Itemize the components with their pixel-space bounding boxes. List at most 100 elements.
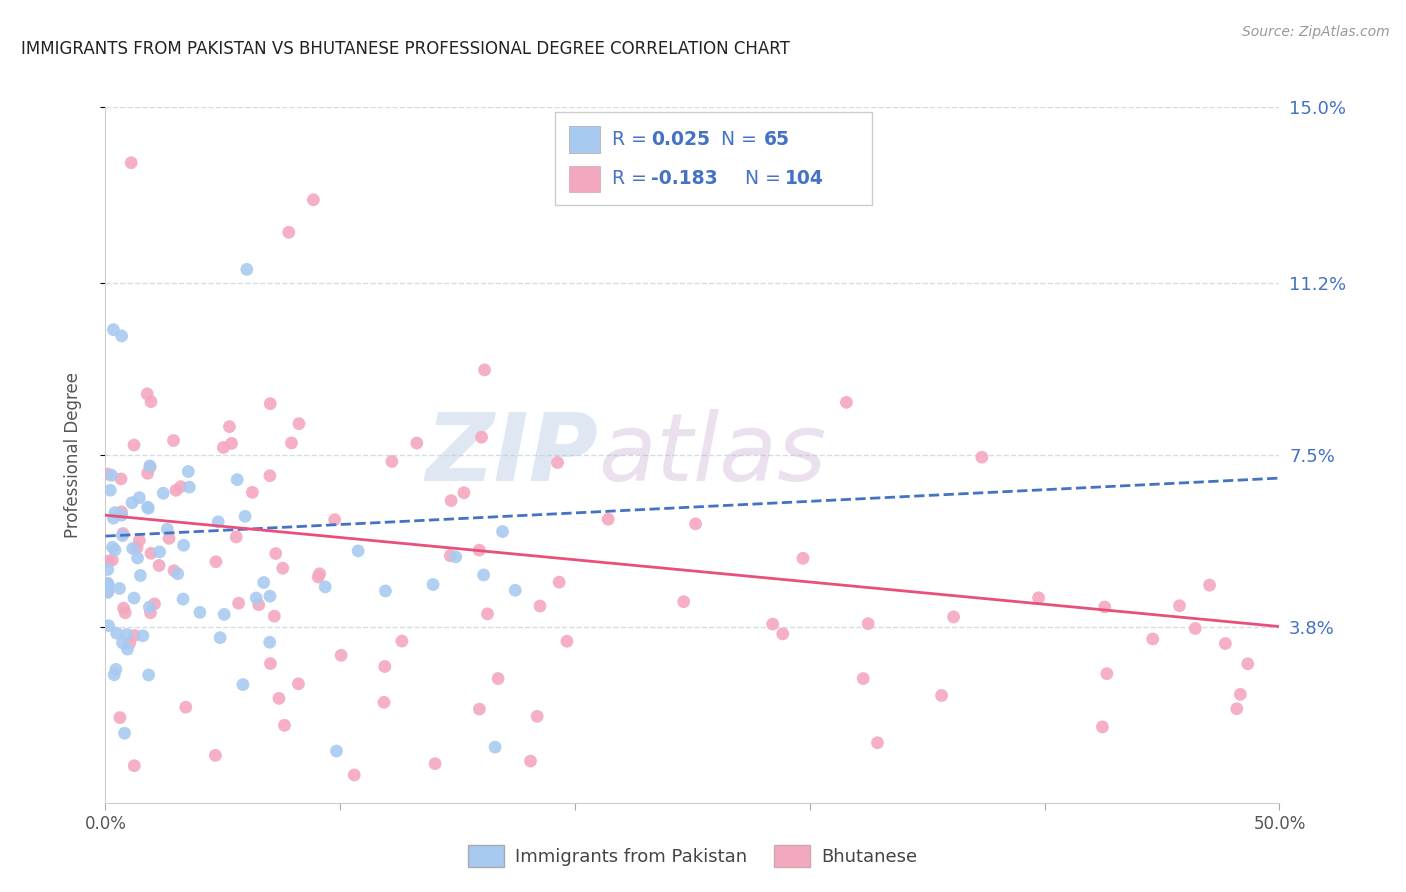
Point (143, 597, 166, 611)
Point (330, 648, 353, 663)
Point (314, 580, 336, 594)
Point (112, 601, 135, 615)
Point (204, 748, 226, 763)
Point (148, 558, 170, 573)
Point (104, 662, 127, 676)
Point (129, 568, 152, 582)
Point (97, 467, 120, 481)
Point (405, 436, 427, 450)
Point (486, 672, 509, 686)
Point (209, 631, 232, 645)
Point (132, 629, 155, 643)
Point (288, 417, 311, 431)
Point (1028, 591, 1050, 605)
Point (391, 634, 413, 648)
Point (302, 193, 325, 207)
Point (866, 736, 889, 750)
Point (111, 329, 134, 343)
Point (97, 578, 120, 592)
Legend: Immigrants from Pakistan, Bhutanese: Immigrants from Pakistan, Bhutanese (461, 838, 924, 874)
Point (98, 483, 121, 498)
Point (111, 529, 134, 543)
Point (124, 628, 146, 642)
Point (115, 627, 138, 641)
Text: atlas: atlas (599, 409, 827, 500)
Point (97, 618, 120, 632)
Point (103, 511, 125, 525)
Point (1142, 632, 1164, 646)
Point (104, 543, 127, 558)
Point (477, 607, 499, 621)
Point (762, 617, 785, 632)
Point (555, 634, 578, 648)
Point (221, 436, 243, 450)
Point (117, 642, 139, 657)
Point (423, 756, 446, 771)
Point (118, 636, 141, 650)
Point (157, 532, 180, 546)
Point (453, 485, 475, 500)
Point (308, 566, 330, 581)
Point (103, 323, 125, 337)
Point (772, 627, 794, 641)
Point (347, 544, 370, 558)
Point (122, 438, 145, 452)
Point (177, 465, 200, 479)
Point (548, 575, 571, 590)
Point (233, 509, 256, 524)
Point (111, 636, 134, 650)
Text: IMMIGRANTS FROM PAKISTAN VS BHUTANESE PROFESSIONAL DEGREE CORRELATION CHART: IMMIGRANTS FROM PAKISTAN VS BHUTANESE PR… (21, 40, 790, 58)
Point (149, 545, 172, 559)
Point (325, 744, 347, 758)
Point (212, 607, 235, 622)
Text: 104: 104 (785, 169, 824, 188)
Point (188, 606, 211, 620)
Point (323, 513, 346, 527)
Point (128, 533, 150, 548)
Point (139, 394, 162, 409)
Point (156, 522, 179, 536)
Point (685, 516, 707, 531)
Point (108, 582, 131, 596)
Point (526, 709, 548, 723)
Point (112, 526, 135, 541)
Point (125, 541, 148, 555)
Point (170, 480, 193, 494)
Point (1091, 720, 1114, 734)
Point (247, 598, 270, 612)
Point (374, 583, 396, 598)
Point (228, 596, 250, 610)
Point (373, 695, 395, 709)
Point (101, 553, 124, 567)
Point (852, 672, 875, 686)
Point (139, 606, 162, 620)
Point (245, 591, 267, 605)
Point (343, 768, 366, 782)
Point (110, 508, 132, 523)
Point (503, 583, 526, 598)
Point (835, 395, 858, 409)
Point (97, 554, 120, 568)
Point (136, 467, 159, 481)
Point (792, 551, 814, 566)
Point (97, 576, 120, 591)
Point (121, 541, 143, 556)
Point (136, 501, 159, 516)
Point (97, 585, 120, 599)
Point (307, 570, 329, 584)
Point (444, 549, 467, 564)
Point (1229, 687, 1251, 701)
Point (468, 702, 491, 716)
Point (1094, 599, 1116, 614)
Point (472, 568, 495, 582)
Point (287, 677, 309, 691)
Point (259, 635, 281, 649)
Text: -0.183: -0.183 (651, 169, 717, 188)
Point (205, 555, 228, 569)
Point (207, 515, 229, 529)
Point (122, 758, 145, 772)
Point (519, 754, 541, 768)
Point (970, 450, 993, 465)
Point (529, 599, 551, 613)
Text: N =: N = (745, 169, 787, 188)
